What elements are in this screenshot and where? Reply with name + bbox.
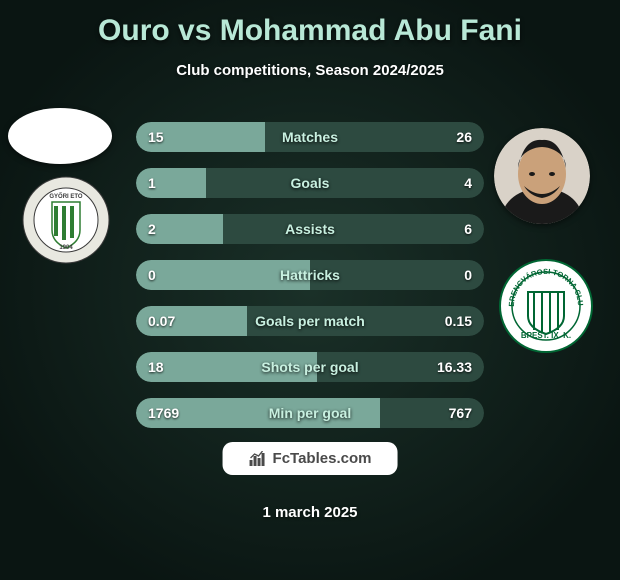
stat-label: Min per goal [136,405,484,421]
svg-text:1904: 1904 [59,245,73,251]
svg-text:GYŐRI ETO: GYŐRI ETO [49,193,83,200]
stat-label: Matches [136,129,484,145]
stat-row: 26Assists [136,214,484,244]
stat-label: Hattricks [136,267,484,283]
stat-label: Shots per goal [136,359,484,375]
stat-row: 1769767Min per goal [136,398,484,428]
club-left-badge: GYŐRI ETO 1904 [22,176,110,264]
club-right-badge: FERENCVÁROSI TORNA CLUB BPEST. IX. K. [498,258,594,354]
stat-row: 0.070.15Goals per match [136,306,484,336]
comparison-chart: 1526Matches 14Goals 26Assists 00Hattricks 0.… [136,122,484,444]
player-left-avatar [8,108,112,164]
stat-row: 1816.33Shots per goal [136,352,484,382]
player-right-avatar [494,128,590,224]
page-title: Ouro vs Mohammad Abu Fani [0,0,620,48]
chart-icon [249,451,267,467]
subtitle: Club competitions, Season 2024/2025 [0,62,620,79]
branding-badge: FcTables.com [223,442,398,475]
stat-label: Goals per match [136,313,484,329]
stat-label: Goals [136,175,484,191]
stat-row: 1526Matches [136,122,484,152]
branding-text: FcTables.com [273,450,372,467]
stat-row: 00Hattricks [136,260,484,290]
stat-label: Assists [136,221,484,237]
date-label: 1 march 2025 [0,504,620,521]
stat-row: 14Goals [136,168,484,198]
